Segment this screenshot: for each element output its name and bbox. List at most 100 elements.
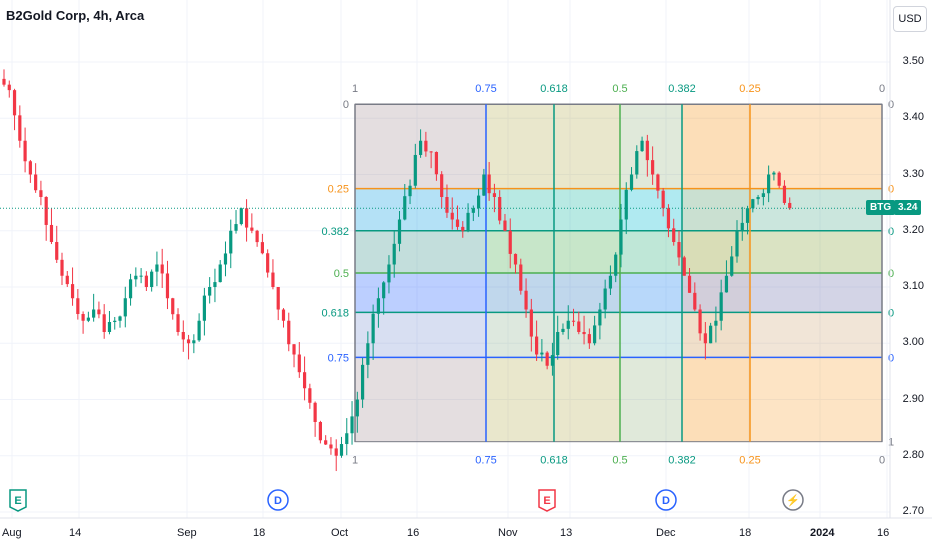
candle-body bbox=[424, 140, 428, 152]
candle-body bbox=[772, 172, 776, 175]
candle-body bbox=[160, 264, 164, 274]
candle-body bbox=[318, 422, 322, 441]
fib-zone-row bbox=[355, 104, 882, 189]
candle-body bbox=[355, 399, 359, 417]
candle-body bbox=[181, 332, 185, 340]
time-axis-label: Dec bbox=[656, 527, 676, 539]
candle-body bbox=[360, 364, 365, 400]
fib-time-label-bottom: 0 bbox=[879, 455, 885, 467]
candle-body bbox=[387, 264, 391, 283]
candle-body bbox=[703, 333, 707, 344]
time-axis-label: Aug bbox=[2, 527, 22, 539]
candle-body bbox=[577, 321, 581, 332]
candle-body bbox=[408, 185, 412, 197]
candle-body bbox=[756, 197, 760, 200]
candle-body bbox=[155, 264, 159, 272]
candle-body bbox=[324, 440, 328, 445]
fib-time-label-top: 0.75 bbox=[475, 83, 496, 95]
candle-body bbox=[450, 212, 454, 220]
time-axis-label: 2024 bbox=[810, 527, 835, 539]
candle-body bbox=[144, 275, 148, 287]
candle-body bbox=[123, 298, 127, 317]
fib-time-label-top: 0.382 bbox=[668, 83, 696, 95]
candle-body bbox=[413, 154, 417, 186]
candle-body bbox=[150, 271, 154, 287]
candle-body bbox=[519, 264, 523, 291]
dividend-event-icon[interactable] bbox=[267, 489, 289, 511]
candle-body bbox=[677, 242, 681, 258]
candle-body bbox=[213, 282, 217, 287]
candle-body bbox=[60, 259, 64, 276]
fib-level-right-label: 0 bbox=[888, 184, 894, 196]
candle-body bbox=[202, 295, 206, 321]
candle-body bbox=[724, 275, 729, 293]
candle-body bbox=[682, 257, 686, 276]
candle-body bbox=[582, 332, 586, 335]
candle-body bbox=[302, 372, 307, 389]
fib-level-label: 0.5 bbox=[334, 268, 349, 280]
fib-level-right-label: 0 bbox=[888, 352, 894, 364]
candle-body bbox=[28, 161, 32, 175]
split-event-icon[interactable] bbox=[782, 489, 804, 511]
event-letter: E bbox=[14, 495, 21, 507]
candle-body bbox=[102, 314, 106, 332]
candle-body bbox=[561, 328, 565, 332]
candle-body bbox=[18, 115, 22, 141]
candle-body bbox=[192, 340, 196, 344]
earnings-event-icon[interactable] bbox=[538, 489, 556, 512]
candle-body bbox=[445, 197, 449, 213]
candle-body bbox=[709, 325, 713, 344]
candle-body bbox=[49, 224, 54, 242]
candle-body bbox=[503, 220, 507, 231]
candle-body bbox=[782, 185, 787, 203]
candle-body bbox=[44, 197, 48, 225]
candle-body bbox=[698, 309, 702, 334]
fib-zone-row bbox=[355, 272, 882, 313]
candle-body bbox=[761, 193, 765, 197]
candle-body bbox=[593, 325, 597, 344]
time-axis-label: 18 bbox=[739, 527, 752, 539]
time-axis-label: 13 bbox=[560, 527, 573, 539]
fib-level-right-label: 0 bbox=[888, 99, 894, 111]
fib-time-label-top: 0 bbox=[879, 83, 885, 95]
candle-body bbox=[223, 253, 228, 265]
candle-body bbox=[566, 320, 570, 329]
candle-body bbox=[81, 314, 85, 321]
candle-body bbox=[767, 174, 771, 194]
candle-body bbox=[350, 416, 354, 434]
candle-body bbox=[603, 288, 607, 310]
fib-time-label-bottom: 0.382 bbox=[668, 455, 696, 467]
candle-body bbox=[788, 202, 792, 209]
candle-body bbox=[276, 287, 280, 310]
candle-body bbox=[629, 174, 634, 190]
event-letter: D bbox=[662, 495, 670, 507]
candle-body bbox=[171, 298, 175, 315]
fib-level-right-label: 0 bbox=[888, 307, 894, 319]
candle-body bbox=[751, 199, 755, 209]
fib-time-label-top: 0.25 bbox=[739, 83, 760, 95]
fib-level-label: 0 bbox=[343, 99, 349, 111]
candle-body bbox=[651, 160, 655, 175]
candlestick-series bbox=[2, 69, 792, 472]
dividend-event-icon[interactable] bbox=[655, 489, 677, 511]
price-axis-label: 3.50 bbox=[902, 55, 924, 67]
candle-body bbox=[471, 208, 475, 213]
candle-body bbox=[730, 256, 734, 276]
candle-body bbox=[366, 343, 370, 365]
candle-body bbox=[687, 275, 692, 293]
earnings-event-icon[interactable] bbox=[9, 489, 27, 512]
candle-body bbox=[7, 84, 11, 91]
currency-button[interactable]: USD bbox=[893, 6, 927, 32]
price-axis-label: 3.20 bbox=[902, 223, 924, 236]
event-letter: E bbox=[543, 495, 550, 507]
fib-time-label-bottom: 0.5 bbox=[612, 455, 627, 467]
candle-body bbox=[12, 90, 17, 116]
candle-body bbox=[128, 279, 133, 299]
candle-body bbox=[197, 320, 201, 341]
candle-body bbox=[287, 320, 291, 345]
fib-time-label-bottom: 1 bbox=[352, 455, 358, 467]
fib-time-label-top: 0.618 bbox=[540, 83, 568, 95]
time-axis-label: 16 bbox=[407, 527, 420, 539]
candle-body bbox=[308, 388, 312, 403]
